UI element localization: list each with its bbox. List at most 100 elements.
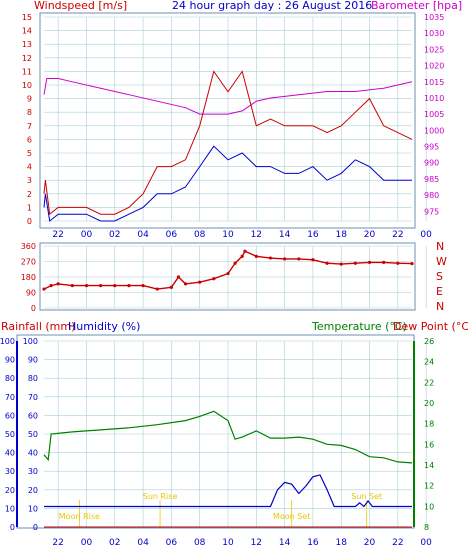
direction-panel-frame <box>39 242 416 311</box>
climate-x-tick-label: 12 <box>251 538 262 548</box>
humidity-tick-label-inner: 90 <box>28 356 38 365</box>
humidity-tick-label-inner: 100 <box>23 337 38 346</box>
wind-x-tick-label: 12 <box>251 230 262 240</box>
baro-tick-label: 1015 <box>424 78 444 87</box>
wind-x-tick-label: 04 <box>137 230 149 240</box>
avg-wind-line <box>43 145 412 222</box>
climate-x-tick-label: 18 <box>336 538 348 548</box>
wind-tick-label: 12 <box>22 54 32 63</box>
wind-tick-label: 4 <box>27 163 32 172</box>
wind-tick-label: 7 <box>27 122 32 131</box>
windspeed-line <box>43 70 413 216</box>
axis-tick-labels: 0123456789101112131415975980985990995100… <box>0 13 447 548</box>
dir-tick-label: 180 <box>21 273 36 282</box>
series-lines: Moon Rise Sun Rise Moon Set Sun Set <box>42 70 414 528</box>
compass-label: N <box>436 300 444 313</box>
humidity-tick-label: 80 <box>5 374 15 383</box>
humidity-tick-label-inner: 80 <box>28 374 38 383</box>
dewpoint-axis-label: Dew Point (°C) <box>393 320 468 333</box>
wind-x-tick-label: 00 <box>81 230 93 240</box>
wind-x-tick-label: 20 <box>364 230 376 240</box>
humidity-tick-label-inner: 40 <box>28 449 38 458</box>
humidity-axis-label: Humidity (%) <box>68 320 140 333</box>
baro-tick-label: 980 <box>424 191 439 200</box>
temperature-axis-label: Temperature (°C) <box>311 320 407 333</box>
sun-moon-label: Sun Rise <box>143 492 178 501</box>
humidity-tick-label: 90 <box>5 356 15 365</box>
wind-tick-label: 13 <box>22 40 32 49</box>
wind-panel-frame <box>39 12 416 229</box>
humidity-tick-label: 100 <box>0 337 15 346</box>
humidity-tick-label-inner: 20 <box>28 486 38 495</box>
barometer-axis-label: Barometer [hpa] <box>371 0 462 12</box>
humidity-tick-label: 40 <box>5 449 15 458</box>
wind-x-tick-label: 02 <box>109 230 120 240</box>
humidity-tick-label: 70 <box>5 393 15 402</box>
compass-label: N <box>436 240 444 253</box>
baro-tick-label: 990 <box>424 159 439 168</box>
wind-x-tick-label: 10 <box>222 230 234 240</box>
baro-tick-label: 1035 <box>424 13 444 22</box>
temp-tick-label: 10 <box>424 502 434 511</box>
climate-x-tick-label: 16 <box>307 538 319 548</box>
climate-x-tick-label: 14 <box>279 538 291 548</box>
wind-x-tick-label: 14 <box>279 230 291 240</box>
climate-x-tick-label: 10 <box>222 538 234 548</box>
baro-tick-label: 995 <box>424 143 439 152</box>
climate-x-tick-label: 22 <box>52 538 63 548</box>
wind-tick-label: 10 <box>22 81 32 90</box>
wind-x-tick-label: 16 <box>307 230 319 240</box>
temp-tick-label: 14 <box>424 461 434 470</box>
baro-tick-label: 1000 <box>424 126 444 135</box>
humidity-tick-label: 50 <box>5 430 15 439</box>
compass-label: W <box>436 255 447 268</box>
climate-x-tick-label: 02 <box>109 538 120 548</box>
climate-x-tick-label: 00 <box>81 538 93 548</box>
wind-tick-label: 8 <box>27 108 32 117</box>
wind-tick-label: 5 <box>27 149 32 158</box>
climate-x-tick-label: 04 <box>137 538 149 548</box>
wind-tick-label: 0 <box>27 217 32 226</box>
temp-tick-label: 26 <box>424 337 434 346</box>
grid-lines <box>44 16 427 528</box>
wind-x-tick-label: 22 <box>392 230 403 240</box>
wind-tick-label: 2 <box>27 190 32 199</box>
baro-tick-label: 1010 <box>424 94 444 103</box>
humidity-tick-label: 60 <box>5 411 15 420</box>
temp-tick-label: 18 <box>424 420 434 429</box>
humidity-tick-label-inner: 0 <box>33 523 38 532</box>
climate-x-tick-label: 22 <box>392 538 403 548</box>
chart-title: 24 hour graph day : 26 August 2016 <box>172 0 372 12</box>
wind-tick-label: 15 <box>22 13 32 22</box>
barometer-line <box>43 78 413 115</box>
temp-tick-label: 22 <box>424 378 434 387</box>
wind-x-tick-label: 00 <box>420 230 432 240</box>
wind-x-tick-label: 06 <box>166 230 178 240</box>
sun-moon-label: Moon Set <box>273 512 310 521</box>
temp-tick-label: 20 <box>424 399 434 408</box>
humidity-tick-label: 20 <box>5 486 15 495</box>
humidity-tick-label: 30 <box>5 467 15 476</box>
direction-line <box>43 250 413 290</box>
humidity-tick-label: 10 <box>5 504 15 513</box>
baro-tick-label: 985 <box>424 175 439 184</box>
dir-tick-label: 360 <box>21 242 36 251</box>
wind-tick-label: 14 <box>22 27 32 36</box>
humidity-tick-label-inner: 70 <box>28 393 38 402</box>
climate-x-tick-label: 06 <box>166 538 178 548</box>
climate-x-tick-label: 20 <box>364 538 376 548</box>
wind-tick-label: 6 <box>27 135 32 144</box>
wind-x-tick-label: 18 <box>336 230 348 240</box>
temp-tick-label: 12 <box>424 482 434 491</box>
climate-x-tick-label: 00 <box>420 538 432 548</box>
humidity-tick-label-inner: 30 <box>28 467 38 476</box>
humidity-tick-label-inner: 60 <box>28 411 38 420</box>
baro-tick-label: 1005 <box>424 110 444 119</box>
dir-tick-label: 90 <box>26 289 36 298</box>
windspeed-axis-label: Windspeed [m/s] <box>34 0 127 12</box>
wind-x-tick-label: 08 <box>194 230 206 240</box>
baro-tick-label: 1030 <box>424 29 444 38</box>
baro-tick-label: 1025 <box>424 45 444 54</box>
humidity-tick-label: 0 <box>10 523 15 532</box>
